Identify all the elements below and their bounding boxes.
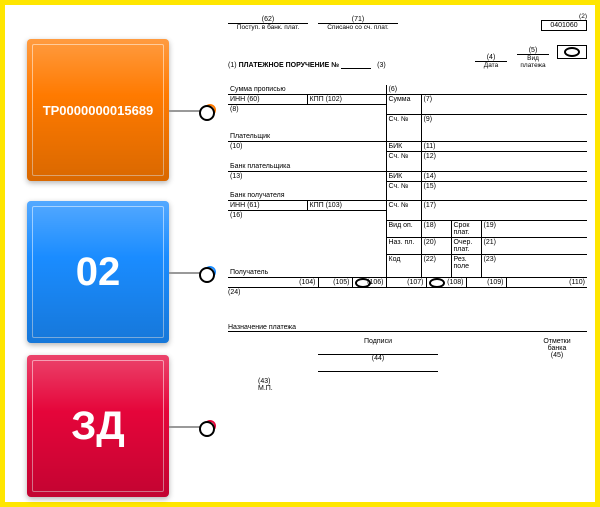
pointer-orange <box>169 110 209 112</box>
label-bankplat: Банк плательщика <box>230 163 290 170</box>
ref-20: (20) <box>424 239 436 246</box>
oval-marker-2 <box>355 278 371 288</box>
label-ocher: Очер. <box>454 239 473 246</box>
ref-8: (8) <box>230 106 239 113</box>
ref-23: (23) <box>484 256 496 263</box>
ref-4: (4) <box>475 54 507 62</box>
badge-orange-text: ТР0000000015689 <box>43 103 154 118</box>
title: ПЛАТЕЖНОЕ ПОРУЧЕНИЕ № <box>239 62 340 69</box>
ref-71: (71) <box>318 16 398 24</box>
ref-15: (15) <box>424 183 436 190</box>
label-vid1: Вид <box>515 55 551 62</box>
pointer-red <box>169 426 209 428</box>
label-vid2: платежа <box>515 62 551 69</box>
ref-21: (21) <box>484 239 496 246</box>
label-schno-3: Сч. № <box>389 183 409 190</box>
form-code: 0401060 <box>541 20 587 31</box>
ref-3: (3) <box>377 62 386 69</box>
ref-104: (104) <box>299 279 315 286</box>
oval-marker-3 <box>429 278 445 288</box>
label-kpp103: КПП (103) <box>310 202 342 209</box>
ref-7: (7) <box>424 96 433 103</box>
ref-10: (10) <box>230 143 242 150</box>
ref-11: (11) <box>424 143 436 150</box>
ref-109: (109) <box>487 279 503 286</box>
ref-5: (5) <box>517 47 549 55</box>
ref-17: (17) <box>424 202 436 209</box>
label-bik-2: БИК <box>389 173 403 180</box>
label-summa-prop: Сумма прописью <box>230 86 286 93</box>
label-vidop: Вид оп. <box>389 222 413 229</box>
frame: ТР0000000015689 02 ЗД (62) Поступ. в бан… <box>0 0 600 507</box>
payment-order-form: (62) Поступ. в банк. плат. (71) Списано … <box>228 13 587 494</box>
label-schno-4: Сч. № <box>389 202 409 209</box>
label-rez: Рез. <box>454 256 467 263</box>
ref-14: (14) <box>424 173 436 180</box>
label-kpp102: КПП (102) <box>310 96 342 103</box>
badge-blue-text: 02 <box>76 250 121 295</box>
badge-blue: 02 <box>27 201 169 343</box>
ref-19: (19) <box>484 222 496 229</box>
label-nazpl: Наз. пл. <box>389 239 415 246</box>
ref-13: (13) <box>230 173 242 180</box>
label-postup: Поступ. в банк. плат. <box>228 24 308 31</box>
ref-22: (22) <box>424 256 436 263</box>
label-spisano: Списано со сч. плат. <box>318 24 398 31</box>
ref-110: (110) <box>569 279 585 286</box>
label-schno-2: Сч. № <box>389 153 409 160</box>
label-kod: Код <box>389 256 401 263</box>
ref-105: (105) <box>333 279 349 286</box>
oval-marker-1 <box>564 47 580 57</box>
ref-62: (62) <box>228 16 308 24</box>
label-otmetki1: Отметки <box>527 338 587 345</box>
label-inn60: ИНН (60) <box>230 96 260 103</box>
label-bankpol: Банк получателя <box>230 192 285 199</box>
ref-44: (44) <box>318 355 438 362</box>
ref-1: (1) <box>228 62 237 69</box>
label-poluchatel: Получатель <box>230 269 268 276</box>
label-platelshik: Плательщик <box>230 133 270 140</box>
ref-16: (16) <box>230 212 242 219</box>
label-summa: Сумма <box>389 96 411 103</box>
ref-6: (6) <box>389 86 398 93</box>
vid-box <box>557 45 587 59</box>
ref-43: (43) <box>258 378 587 385</box>
ref-9: (9) <box>424 116 433 123</box>
ref-12: (12) <box>424 153 436 160</box>
label-nazn: Назначение платежа <box>228 324 296 331</box>
pointer-blue <box>169 272 209 274</box>
ref-108: (108) <box>447 279 463 286</box>
badge-orange: ТР0000000015689 <box>27 39 169 181</box>
badge-red-text: ЗД <box>71 404 125 449</box>
label-date: Дата <box>473 62 509 69</box>
label-schno-1: Сч. № <box>389 116 409 123</box>
badge-red: ЗД <box>27 355 169 497</box>
bottom-codes: (104) (105) (106) (107) (108) (109) (110… <box>228 278 587 288</box>
ref-2: (2) <box>541 13 587 20</box>
form-table: Сумма прописью (6) ИНН (60) КПП (102) Су… <box>228 85 587 278</box>
ref-18: (18) <box>424 222 436 229</box>
label-bik-1: БИК <box>389 143 403 150</box>
label-podpisi: Подписи <box>318 338 438 345</box>
label-otmetki2: банка <box>527 345 587 352</box>
ref-24: (24) <box>228 289 240 296</box>
ref-45: (45) <box>527 352 587 359</box>
ref-107: (107) <box>407 279 423 286</box>
label-mp: М.П. <box>258 385 587 392</box>
label-inn61: ИНН (61) <box>230 202 260 209</box>
label-srok: Срок <box>454 222 470 229</box>
